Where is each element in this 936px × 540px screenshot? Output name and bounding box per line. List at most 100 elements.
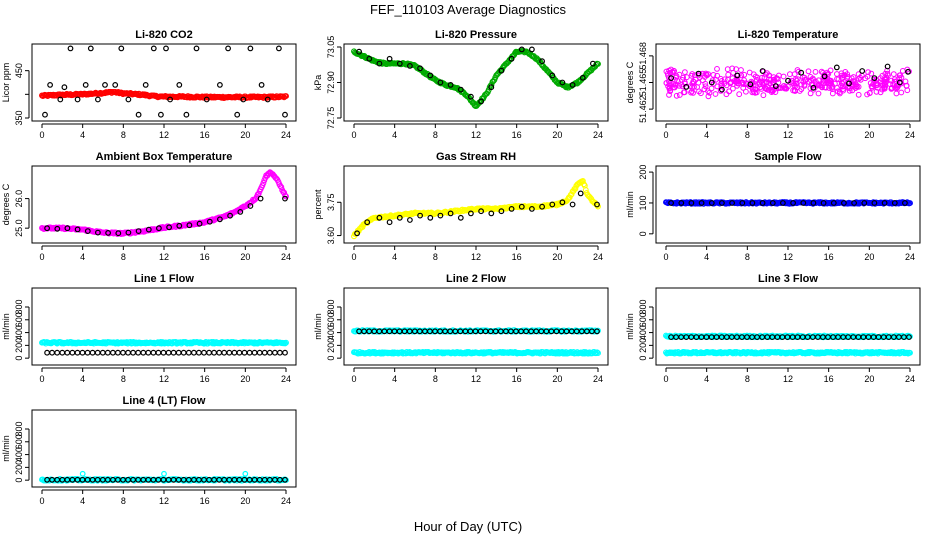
data-point — [668, 200, 674, 206]
data-point — [714, 83, 721, 90]
data-point — [67, 45, 74, 52]
data-point — [717, 75, 724, 82]
series-2 — [42, 45, 288, 118]
y-tick-label: 600 — [326, 312, 336, 327]
data-point — [161, 470, 167, 477]
data-point — [870, 81, 877, 88]
data-point — [105, 229, 111, 236]
data-point — [879, 80, 885, 87]
y-tick-label: 3.75 — [326, 194, 336, 212]
data-point — [115, 230, 122, 237]
data-point — [145, 349, 152, 356]
data-point — [805, 68, 812, 75]
data-point — [354, 230, 361, 237]
data-point — [719, 86, 725, 93]
data-point — [772, 89, 779, 95]
x-tick-label: 8 — [433, 130, 438, 140]
plot-area — [39, 169, 289, 238]
x-axis: 0 4 8 12 16 20 24 — [663, 123, 915, 140]
y-axis: 0 100 200 — [638, 165, 654, 236]
data-point — [278, 184, 285, 191]
x-axis: 0 4 8 12 16 20 24 — [663, 245, 915, 262]
data-point — [676, 71, 683, 78]
data-point — [680, 89, 687, 96]
data-point — [738, 72, 745, 79]
x-tick-label: 8 — [121, 252, 126, 262]
data-point — [277, 349, 283, 356]
series-3 — [356, 328, 600, 335]
data-point — [109, 349, 116, 356]
chart-panel-8: Line 2 Flow 0 4 8 12 16 20 24 0 200400600800ml/mi… — [313, 273, 609, 384]
data-point — [678, 200, 685, 206]
x-axis: 0 4 8 12 16 20 24 — [39, 245, 291, 262]
data-point — [84, 228, 91, 235]
data-point — [790, 200, 796, 206]
data-point — [861, 200, 868, 206]
data-point — [734, 82, 740, 89]
data-point — [726, 88, 732, 95]
plot-area — [663, 332, 913, 357]
data-point — [842, 69, 849, 75]
y-tick-label: 600 — [638, 312, 648, 327]
chart-title: Gas Stream RH — [436, 151, 516, 163]
x-tick-label: 12 — [471, 252, 481, 262]
data-point — [838, 80, 845, 87]
x-tick-label: 24 — [905, 252, 915, 262]
data-point — [237, 208, 244, 215]
data-point — [216, 216, 223, 223]
y-tick-label: 800 — [14, 299, 24, 314]
data-point — [835, 88, 841, 95]
data-point — [135, 349, 142, 356]
data-point — [683, 83, 690, 90]
data-point — [186, 222, 193, 229]
x-tick-label: 12 — [471, 130, 481, 140]
data-point — [44, 225, 50, 232]
data-point — [185, 349, 192, 356]
x-tick-label: 8 — [121, 130, 126, 140]
x-tick-label: 16 — [512, 130, 522, 140]
data-point — [234, 111, 241, 118]
data-point — [667, 69, 674, 76]
data-point — [163, 45, 169, 52]
data-point — [871, 200, 878, 206]
data-point — [529, 46, 535, 53]
data-point — [155, 349, 162, 356]
data-point — [665, 83, 671, 90]
data-point — [160, 349, 167, 356]
data-point — [447, 81, 454, 88]
x-tick-label: 20 — [552, 130, 562, 140]
y-tick-label: 0 — [14, 356, 24, 361]
data-point — [282, 349, 288, 356]
data-point — [832, 80, 838, 87]
data-point — [787, 79, 794, 86]
x-tick-label: 24 — [281, 130, 291, 140]
data-point — [848, 79, 855, 86]
data-point — [727, 80, 734, 87]
data-point — [867, 89, 873, 96]
data-point — [157, 111, 164, 118]
data-point — [69, 349, 76, 356]
data-point — [569, 81, 576, 88]
data-point — [766, 72, 772, 79]
data-point — [64, 349, 71, 356]
plot-area — [663, 63, 912, 100]
x-tick-label: 20 — [240, 252, 250, 262]
data-point — [859, 68, 866, 74]
x-tick-label: 0 — [351, 130, 356, 140]
data-point — [810, 77, 816, 83]
series-1 — [663, 65, 912, 100]
y-tick-label: 25.0 — [14, 219, 24, 237]
data-point — [760, 92, 767, 99]
data-point — [256, 349, 263, 356]
data-point — [142, 81, 149, 88]
data-point — [221, 349, 228, 356]
x-axis: 0 4 8 12 16 20 24 — [39, 489, 291, 506]
plot-frame — [343, 287, 609, 366]
data-point — [569, 201, 576, 208]
data-point — [747, 81, 754, 88]
data-point — [258, 81, 265, 88]
data-point — [266, 349, 273, 356]
data-point — [529, 205, 535, 212]
